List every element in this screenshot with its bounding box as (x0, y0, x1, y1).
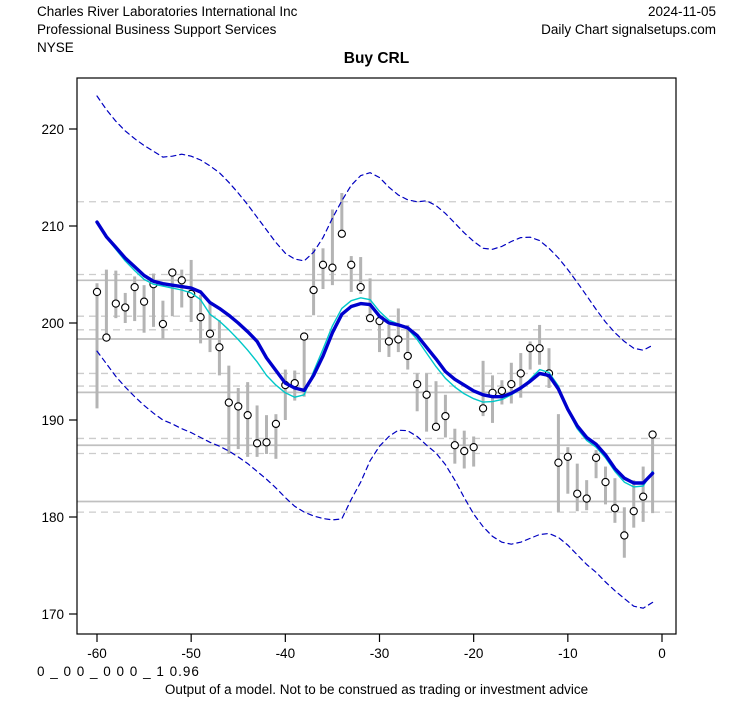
close-marker (92, 287, 102, 297)
close-marker (573, 489, 582, 498)
close-marker (441, 411, 450, 421)
lower-band-line (96, 350, 654, 609)
x-axis-label: -60 (87, 646, 107, 661)
close-marker (431, 422, 441, 431)
close-marker (318, 260, 328, 269)
y-axis-label: 200 (41, 316, 64, 331)
exchange-name: NYSE (37, 40, 74, 55)
x-axis-label: -30 (370, 646, 390, 661)
close-marker (158, 319, 168, 329)
close-marker (563, 452, 572, 462)
close-marker (215, 343, 224, 352)
chart-title: Buy CRL (343, 50, 410, 67)
close-marker (535, 344, 544, 353)
close-marker (384, 337, 394, 346)
close-marker (121, 303, 130, 312)
close-marker (271, 419, 281, 429)
close-marker (205, 329, 215, 338)
close-marker (356, 282, 365, 292)
close-marker (413, 379, 422, 389)
model-code: 0 _ 0 0 _ 0 0 0 _ 1 0.96 (37, 664, 200, 679)
y-axis-label: 210 (41, 219, 64, 234)
y-axis-label: 170 (41, 607, 64, 622)
close-marker (497, 386, 507, 396)
close-marker (139, 297, 149, 306)
close-marker (300, 332, 309, 341)
x-axis-label: -10 (558, 646, 578, 661)
close-marker (582, 494, 591, 503)
x-axis-label: -50 (181, 646, 201, 661)
close-marker (460, 446, 469, 456)
close-marker (422, 390, 431, 399)
plot-frame (76, 77, 677, 635)
close-marker (601, 477, 610, 487)
close-marker (130, 282, 139, 292)
disclaimer: Output of a model. Not to be construed a… (164, 682, 589, 697)
y-axis-label: 180 (41, 510, 64, 525)
close-marker (177, 276, 186, 285)
close-marker (478, 404, 488, 413)
close-marker (450, 441, 459, 450)
close-marker (347, 260, 356, 269)
close-marker (620, 531, 629, 540)
close-marker (610, 504, 620, 513)
close-marker (168, 268, 177, 277)
close-marker (629, 507, 638, 516)
y-axis-label: 220 (41, 122, 64, 137)
close-marker (252, 439, 262, 448)
x-axis-label: -40 (276, 646, 296, 661)
close-marker (365, 313, 375, 323)
close-marker (591, 453, 601, 462)
close-marker (516, 369, 525, 378)
close-marker (394, 335, 403, 344)
close-marker (403, 351, 412, 361)
close-marker (469, 443, 478, 452)
close-marker (639, 492, 648, 501)
company-name: Charles River Laboratories International… (37, 4, 298, 19)
y-axis-label: 190 (41, 413, 64, 428)
chart-date: 2024-11-05 (647, 4, 716, 19)
close-marker (309, 285, 318, 295)
close-marker (111, 299, 120, 308)
close-marker (196, 313, 205, 322)
chart-source: Daily Chart signalsetups.com (541, 22, 716, 37)
close-marker (526, 344, 535, 353)
upper-band-line (96, 95, 654, 351)
close-marker (648, 430, 657, 439)
close-marker (507, 379, 516, 389)
close-marker (243, 410, 252, 420)
x-axis-label: -20 (464, 646, 484, 661)
close-marker (554, 458, 563, 467)
close-marker (224, 398, 233, 407)
close-marker (102, 333, 111, 342)
close-marker (328, 263, 337, 272)
ma-primary-line (95, 220, 655, 485)
close-marker (337, 229, 346, 238)
x-axis-label: 0 (658, 646, 666, 661)
close-marker (234, 402, 243, 411)
sector-name: Professional Business Support Services (37, 22, 277, 37)
close-marker (262, 438, 271, 447)
